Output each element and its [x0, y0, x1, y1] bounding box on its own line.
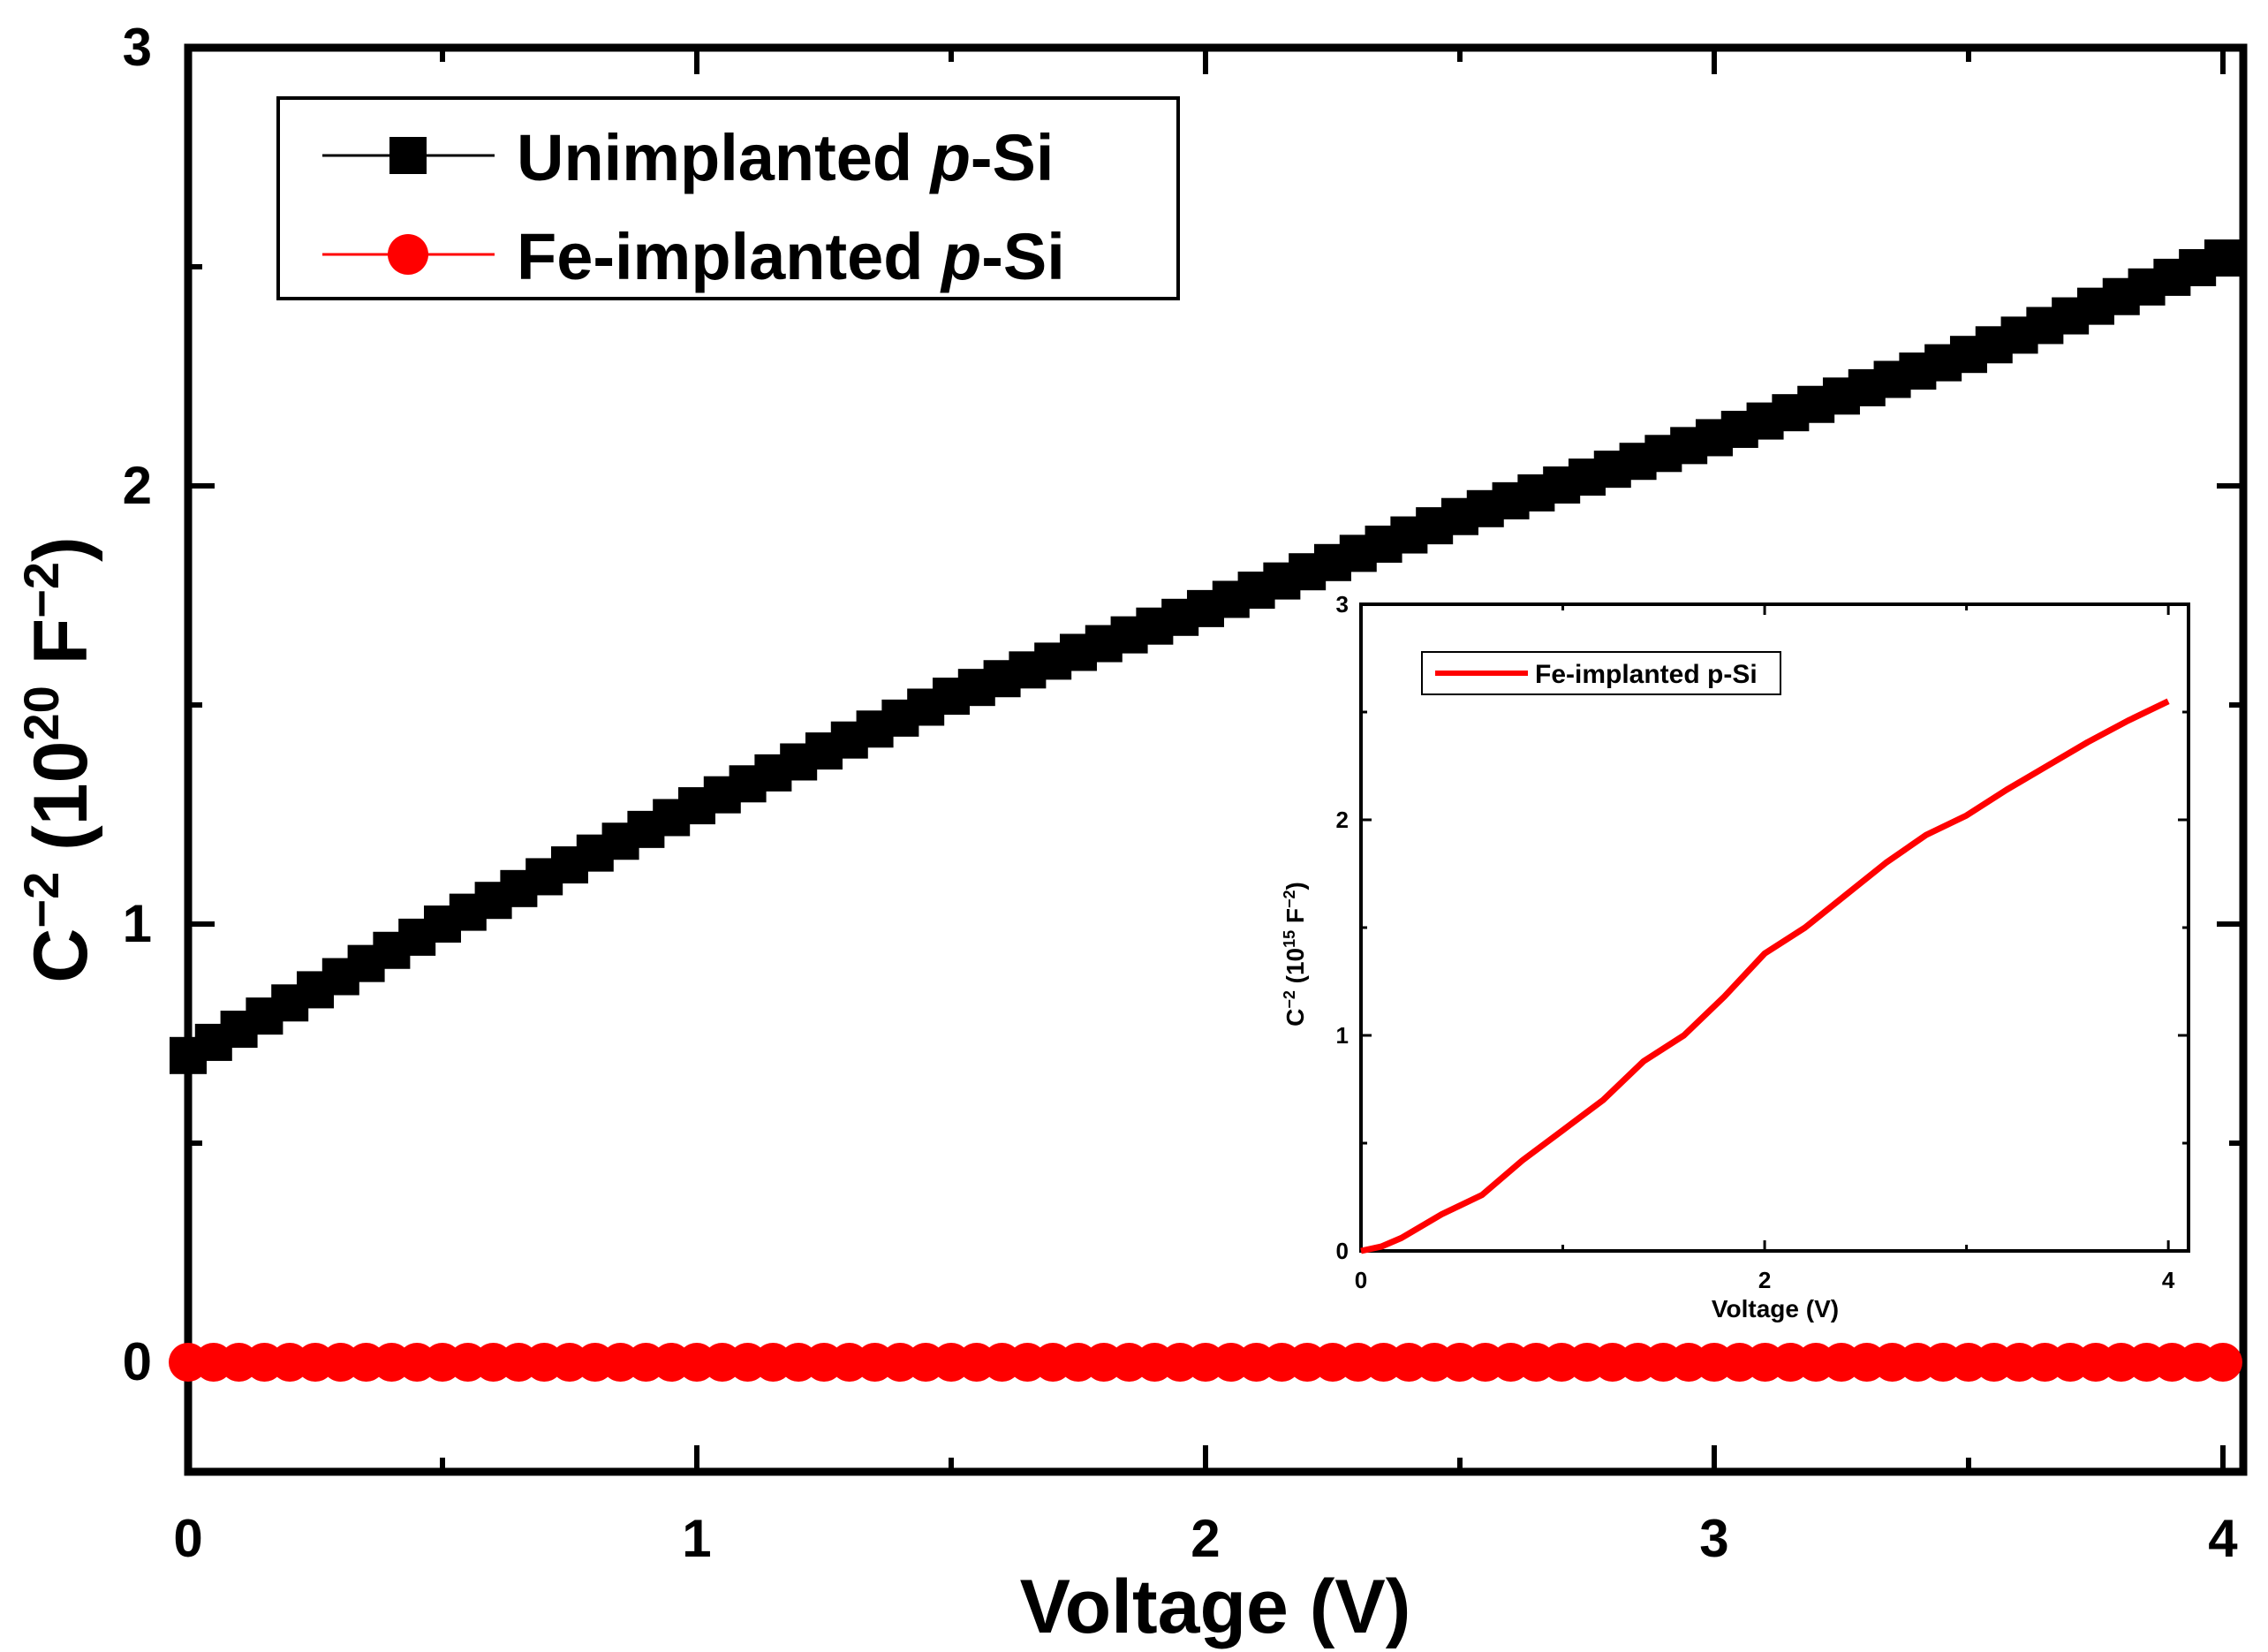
inset-x-tick-label: 4 [2162, 1267, 2175, 1293]
inset-y-tick-label: 1 [1336, 1022, 1349, 1049]
series-fe-implanted [169, 1343, 2242, 1382]
x-tick-label: 4 [2208, 1509, 2238, 1568]
main-legend-box [276, 96, 1180, 300]
inset-x-tick-label: 2 [1758, 1267, 1771, 1293]
y-tick-label: 0 [123, 1332, 152, 1391]
y-tick-label: 2 [123, 456, 152, 515]
y-tick-label: 1 [123, 894, 152, 953]
legend-marker-circle [388, 234, 428, 275]
x-tick-label: 2 [1191, 1509, 1220, 1568]
legend-marker-square [389, 137, 427, 174]
inset-y-tick-label: 0 [1336, 1238, 1349, 1264]
inset-x-tick-label: 0 [1355, 1267, 1367, 1293]
legend-label-fe-implanted: Fe-implanted p-Si [517, 220, 1065, 293]
main-plot-frame [184, 43, 2248, 1476]
series-unimplanted [170, 239, 2242, 1074]
inset-plot-frame [1359, 602, 2190, 1253]
inset-series-line [1360, 698, 2170, 1254]
main-legend: Unimplanted p-Si Fe-implanted p-Si [276, 96, 1180, 300]
inset-chart: 0 2 4 0 1 2 3 Fe-implanted p-Si Voltage (V) C−… [1281, 591, 2190, 1322]
inset-y-tick-label: 2 [1336, 807, 1349, 833]
inset-legend: Fe-implanted p-Si [1421, 651, 1781, 695]
main-axis-ticks: 0 1 2 3 4 0 1 2 3 [123, 18, 2243, 1568]
inset-axis-ticks: 0 2 4 0 1 2 3 [1336, 591, 2189, 1293]
inset-series-group [1360, 698, 2170, 1254]
inset-x-axis-title: Voltage (V) [1712, 1295, 1839, 1322]
x-tick-label: 3 [1699, 1509, 1728, 1568]
x-tick-label: 0 [173, 1509, 202, 1568]
y-axis-title: C−2 (1020 F−2) [13, 536, 103, 982]
x-axis-title: Voltage (V) [1020, 1565, 1411, 1649]
legend-label-unimplanted: Unimplanted p-Si [517, 121, 1054, 194]
main-series-group [169, 239, 2242, 1382]
legend-item-fe-implanted: Fe-implanted p-Si [322, 220, 1065, 293]
data-point-circle [2203, 1343, 2242, 1382]
x-tick-label: 1 [682, 1509, 711, 1568]
data-point-square [2204, 239, 2242, 277]
inset-y-tick-label: 3 [1336, 591, 1349, 618]
inset-y-axis-title: C−2 (1015 F−2) [1281, 882, 1309, 1027]
inset-legend-label: Fe-implanted p-Si [1535, 660, 1758, 689]
y-tick-label: 3 [123, 18, 152, 77]
legend-item-unimplanted: Unimplanted p-Si [322, 121, 1054, 194]
